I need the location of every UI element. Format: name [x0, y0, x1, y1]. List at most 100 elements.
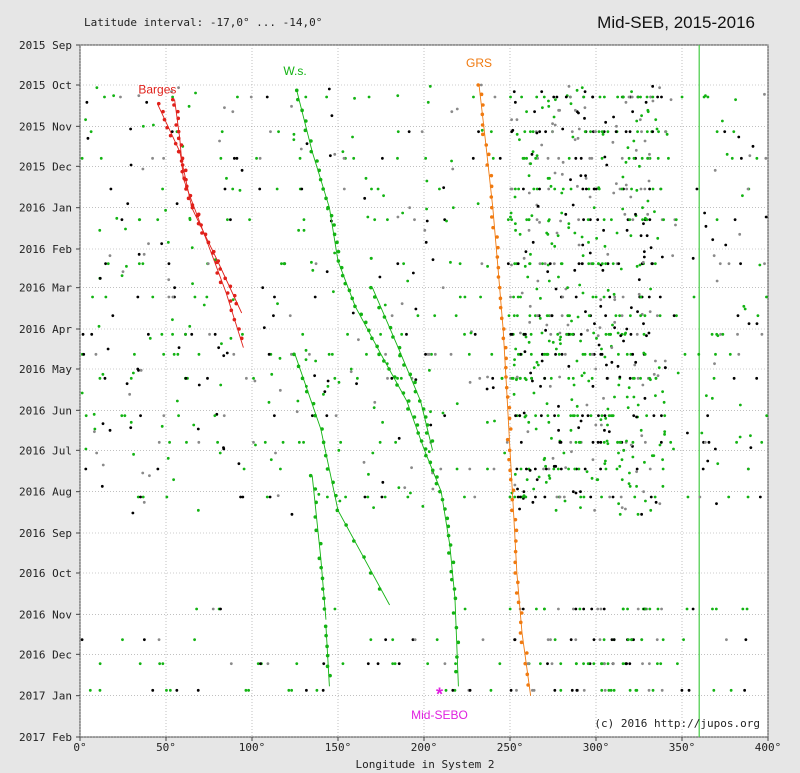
track-point [417, 399, 422, 403]
observation-point [618, 187, 622, 191]
observation-point [611, 140, 615, 144]
observation-point [743, 307, 747, 311]
observation-point [567, 364, 571, 368]
observation-point [597, 343, 601, 347]
observation-point [142, 638, 146, 642]
track-point [445, 516, 450, 521]
observation-point [188, 218, 192, 222]
observation-point [534, 427, 538, 431]
observation-point [560, 352, 564, 356]
observation-point [593, 508, 597, 512]
observation-point [390, 376, 394, 380]
observation-point [486, 420, 489, 424]
observation-point [557, 404, 560, 408]
series-mid-sebo: * [436, 684, 443, 704]
observation-point [442, 186, 446, 190]
observation-point [586, 218, 590, 222]
observation-point [317, 492, 321, 496]
observation-point [507, 314, 511, 318]
observation-point [527, 228, 531, 232]
track-point [450, 577, 454, 582]
observation-point [727, 495, 731, 499]
y-tick-label: 2015 Dec [19, 160, 72, 173]
observation-point [747, 322, 751, 326]
observation-point [91, 295, 94, 299]
observation-point [528, 262, 531, 266]
observation-point [486, 375, 489, 379]
observation-point [574, 295, 578, 299]
observation-point [378, 275, 382, 279]
observation-point [525, 478, 529, 482]
observation-point [632, 156, 636, 160]
track-point [503, 345, 508, 350]
track-point [340, 273, 345, 278]
track-point [186, 196, 191, 201]
observation-point [170, 130, 174, 134]
observation-point [637, 292, 641, 296]
observation-point [216, 440, 219, 444]
observation-point [558, 338, 562, 342]
observation-point [166, 240, 170, 244]
observation-point [663, 359, 667, 363]
observation-point [80, 156, 84, 160]
x-tick-label: 150° [325, 741, 352, 754]
observation-point [602, 130, 606, 134]
observation-point [616, 331, 620, 335]
y-tick-label: 2017 Feb [19, 731, 72, 744]
observation-point [600, 688, 604, 692]
observation-point [561, 295, 565, 299]
observation-point [97, 324, 101, 328]
track-point [382, 359, 386, 363]
observation-point [165, 688, 168, 692]
observation-point [704, 394, 708, 398]
track-point [304, 119, 308, 123]
observation-point [596, 478, 600, 482]
observation-point [749, 434, 752, 438]
observation-point [559, 662, 563, 666]
observation-point [594, 130, 598, 134]
observation-point [104, 295, 108, 299]
y-tick-label: 2016 Dec [19, 648, 72, 661]
observation-point [273, 295, 276, 299]
observation-point [545, 323, 549, 327]
observation-point [215, 412, 219, 416]
observation-point [267, 352, 271, 356]
track-point [370, 336, 374, 341]
observation-point [724, 243, 728, 247]
observation-point [380, 156, 384, 160]
observation-point [514, 228, 517, 232]
track-point [174, 123, 178, 127]
observation-point [601, 268, 605, 272]
observation-point [653, 495, 657, 499]
observation-point [491, 376, 495, 380]
observation-point [123, 414, 127, 418]
observation-point [396, 376, 399, 380]
observation-point [509, 332, 513, 336]
observation-point [628, 484, 632, 488]
observation-point [599, 607, 603, 611]
observation-point [616, 440, 619, 444]
observation-point [603, 244, 607, 248]
observation-point [764, 215, 768, 219]
observation-point [603, 462, 607, 466]
observation-point [545, 314, 549, 318]
observation-point [551, 340, 555, 344]
observation-point [468, 467, 472, 471]
observation-point [582, 95, 586, 99]
observation-point [298, 156, 302, 160]
observation-point [686, 431, 689, 435]
observation-point [276, 302, 279, 306]
track-point [344, 523, 348, 527]
observation-point [480, 262, 484, 266]
track-point [318, 177, 323, 182]
observation-point [98, 276, 102, 280]
observation-point [546, 414, 550, 418]
observation-point [648, 187, 652, 191]
observation-point [523, 350, 527, 354]
observation-point [351, 311, 355, 315]
x-tick-label: 350° [669, 741, 696, 754]
track-point [325, 664, 330, 669]
observation-point [84, 118, 87, 122]
observation-point [634, 148, 638, 152]
observation-point [513, 195, 517, 199]
